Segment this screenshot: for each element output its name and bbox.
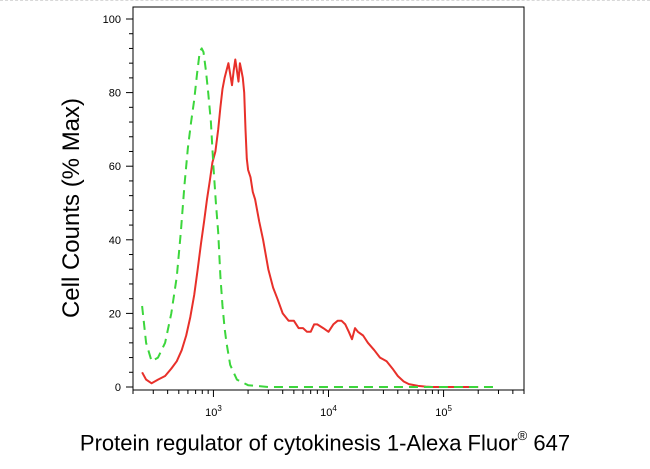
- x-tick-label: 103: [205, 404, 222, 419]
- y-tick-label: 0: [115, 382, 121, 394]
- series-line-dashed: [141, 47, 499, 388]
- y-tick-label: 100: [103, 14, 121, 26]
- y-axis-label: Cell Counts (% Max): [58, 97, 85, 319]
- series-line-solid: [141, 58, 479, 388]
- x-axis-label: Protein regulator of cytokinesis 1-Alexa…: [0, 428, 650, 456]
- x-tick-label: 105: [435, 404, 452, 419]
- x-tick-label: 104: [320, 404, 337, 419]
- x-axis-label-registered-mark: ®: [517, 428, 528, 443]
- y-tick-label: 40: [109, 235, 121, 247]
- y-tick-label: 80: [109, 88, 121, 100]
- chart-series: [141, 47, 499, 388]
- x-axis-label-suffix: 647: [527, 430, 571, 456]
- x-axis-label-main: Protein regulator of cytokinesis 1-Alexa…: [79, 430, 518, 456]
- axis-ticks: 0 20 40 60 80 100 103 104 105: [103, 14, 525, 419]
- plot-frame: [132, 6, 525, 391]
- y-tick-label: 60: [109, 161, 121, 173]
- y-tick-label: 20: [109, 308, 121, 320]
- top-dashed-rule: [0, 0, 650, 1]
